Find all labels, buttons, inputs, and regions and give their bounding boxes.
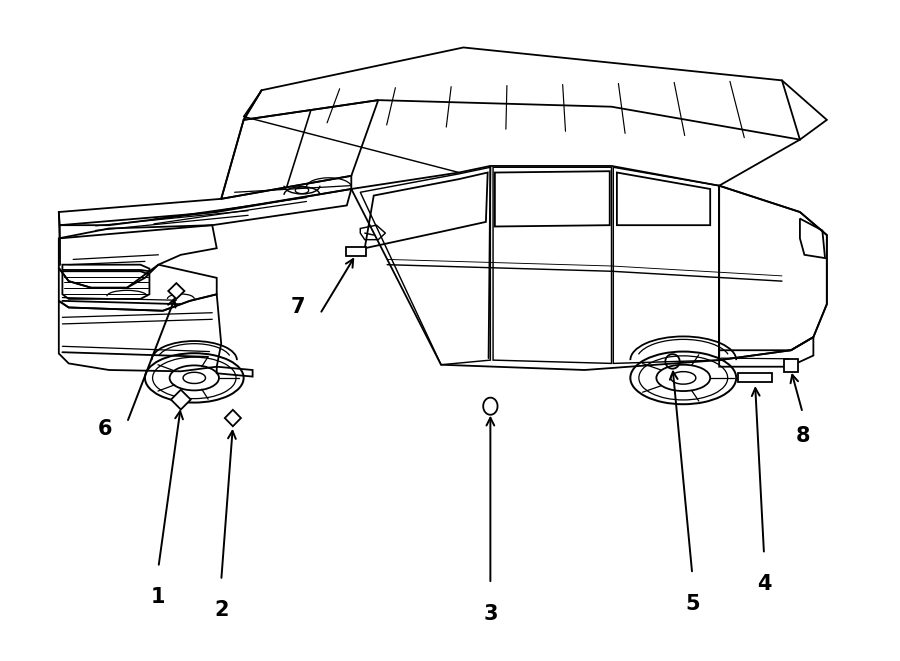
FancyBboxPatch shape	[346, 247, 365, 256]
Text: 3: 3	[483, 603, 498, 623]
Polygon shape	[225, 410, 241, 426]
Text: 7: 7	[290, 297, 305, 317]
FancyBboxPatch shape	[784, 359, 798, 371]
Text: 5: 5	[685, 594, 699, 613]
Text: 8: 8	[796, 426, 810, 446]
Text: 6: 6	[97, 419, 112, 439]
FancyBboxPatch shape	[738, 373, 772, 383]
Text: 4: 4	[757, 574, 771, 594]
Polygon shape	[171, 390, 191, 409]
Text: 1: 1	[151, 587, 166, 607]
Text: 2: 2	[214, 600, 229, 620]
Polygon shape	[168, 283, 184, 299]
